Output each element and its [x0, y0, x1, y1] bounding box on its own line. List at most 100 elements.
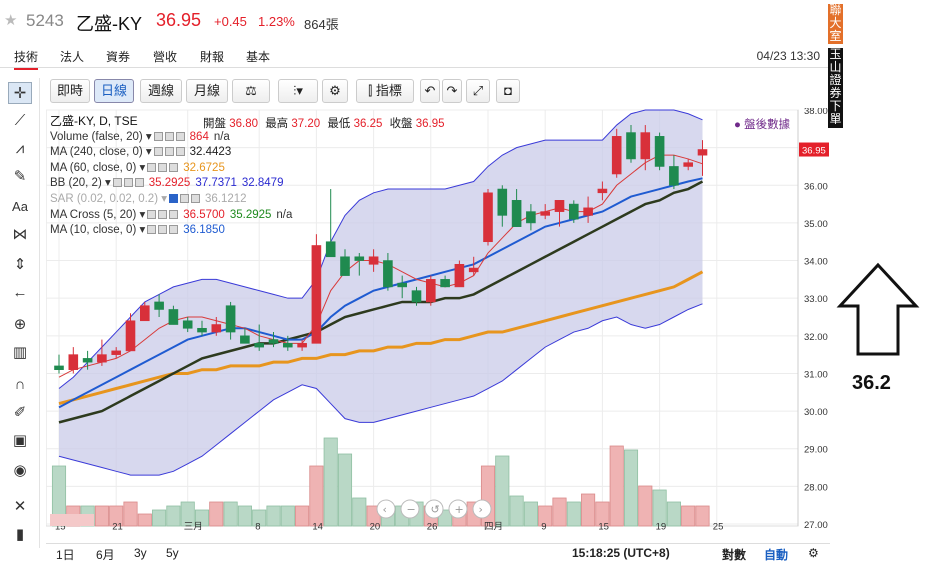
text-tool-icon[interactable]: Aa — [12, 199, 28, 214]
legend-row[interactable]: BB (20, 2) ▾ 35.2925 37.7371 32.8479 — [50, 176, 292, 192]
tab-revenue[interactable]: 營收 — [153, 50, 178, 64]
annotation-arrow-icon — [836, 262, 920, 356]
tab-basic[interactable]: 基本 — [246, 50, 271, 64]
measure-icon[interactable]: ⇕ — [13, 256, 27, 273]
legend-row-control-icon[interactable] — [164, 147, 174, 157]
legend-row-control-icon[interactable] — [169, 209, 179, 219]
volume-bar — [623, 449, 639, 527]
tools-icon[interactable]: ✕ — [13, 498, 27, 515]
legend-row-control-icon[interactable] — [147, 209, 157, 219]
legend-row-control-icon[interactable] — [180, 193, 189, 203]
range-6m[interactable]: 6月 — [96, 548, 115, 562]
candle-body — [626, 132, 636, 160]
legend-row-control-icon[interactable] — [175, 131, 185, 141]
candle-body — [225, 305, 236, 333]
trash-icon[interactable]: ▮ — [15, 526, 25, 543]
zoom-icon[interactable]: ⊕ — [13, 316, 27, 333]
legend-row-control-icon[interactable] — [175, 147, 185, 157]
auto-scale-toggle[interactable]: 自動 — [764, 548, 789, 562]
legend-row-control-icon[interactable] — [147, 162, 157, 172]
range-5y[interactable]: 5y — [166, 546, 179, 560]
price-tick-label: 32.00 — [804, 332, 828, 343]
candle-body — [425, 279, 436, 303]
legend-row-label: MA (240, close, 0) ▾ — [50, 146, 152, 159]
volume-bar — [166, 505, 181, 527]
ruler-icon[interactable]: ▥ — [12, 344, 28, 361]
tab-margin[interactable]: 資券 — [106, 50, 131, 64]
settings-gear-icon[interactable]: ⚙ — [322, 79, 348, 103]
camera-icon[interactable]: ◘ — [496, 79, 520, 103]
fullscreen-icon[interactable]: ⤢ — [466, 79, 490, 103]
candle-body — [554, 200, 565, 212]
tab-financials[interactable]: 財報 — [200, 50, 225, 64]
date-tick-label: 四月 — [484, 522, 503, 531]
legend-row-control-icon[interactable] — [123, 178, 133, 188]
realtime-button[interactable]: 即時 — [50, 79, 90, 103]
chart-nav-button[interactable] — [448, 499, 468, 519]
date-tick-label: 26 — [427, 522, 438, 531]
volume-bar — [123, 501, 138, 527]
redo-icon[interactable]: ↷ — [442, 79, 462, 103]
favorite-star-icon[interactable]: ★ — [4, 12, 18, 29]
scale-settings-icon[interactable]: ⚙ — [808, 546, 819, 560]
candle-body — [526, 211, 536, 224]
chart-nav-button[interactable] — [376, 499, 396, 519]
pencil-lock-icon[interactable]: ✐ — [13, 404, 27, 421]
legend-row-control-icon[interactable] — [191, 193, 200, 203]
tab-institutional[interactable]: 法人 — [60, 50, 85, 64]
candle-body — [254, 343, 264, 348]
chart-canvas[interactable]: 27.00 28.00 29.00 30.00 31.00 32.00 33.00 34.00… — [45, 106, 830, 533]
undo-icon[interactable]: ↶ — [420, 79, 440, 103]
eye-icon[interactable]: ◉ — [13, 462, 27, 479]
promo-banner-top[interactable]: 聯大室 — [828, 3, 843, 44]
pitchfork-icon[interactable]: ⩘ — [15, 140, 25, 157]
legend-row-control-icon[interactable] — [153, 131, 163, 141]
candle-type-icon[interactable]: ⫶▾ — [278, 79, 318, 103]
range-3y[interactable]: 3y — [134, 546, 147, 560]
price-chart[interactable]: 27.00 28.00 29.00 30.00 31.00 32.00 33.00 34.00… — [45, 106, 830, 533]
last-price-label: 36.95 — [802, 146, 826, 157]
broker-order-banner[interactable]: 玉山證券下單 — [828, 47, 843, 128]
legend-row-control-icon[interactable] — [169, 193, 178, 203]
legend-row[interactable]: MA (240, close, 0) ▾ 32.4423 — [50, 145, 292, 161]
legend-row[interactable]: MA (60, close, 0) ▾ 32.6725 — [50, 161, 292, 177]
chart-nav-button[interactable] — [400, 499, 420, 519]
legend-row-control-icon[interactable] — [169, 162, 179, 172]
legend-row[interactable]: SAR (0.02, 0.02, 0.2) ▾ 36.1212 — [50, 192, 292, 208]
lock-icon[interactable]: ▣ — [12, 432, 28, 449]
candle-body — [54, 365, 64, 370]
legend-row-control-icon[interactable] — [158, 209, 168, 219]
indicators-button[interactable]: ⫿ 指標 — [356, 79, 414, 103]
range-1d[interactable]: 1日 — [56, 548, 75, 562]
trendline-icon[interactable]: ⟋ — [14, 112, 26, 129]
monthly-button[interactable]: 月線 — [186, 79, 228, 103]
compare-scale-icon[interactable]: ⚖ — [232, 79, 270, 103]
weekly-button[interactable]: 週線 — [140, 79, 182, 103]
date-tick-label: 20 — [370, 522, 381, 531]
legend-row-control-icon[interactable] — [112, 178, 122, 188]
arrow-left-icon[interactable]: ← — [12, 284, 28, 301]
tab-technical[interactable]: 技術 — [14, 48, 39, 70]
legend-row-control-icon[interactable] — [158, 225, 168, 235]
crosshair-icon[interactable]: ✛ — [8, 82, 32, 104]
legend-row-control-icon[interactable] — [158, 162, 168, 172]
legend-row[interactable]: MA (10, close, 0) ▾ 36.1850 — [50, 223, 292, 239]
legend-row-control-icon[interactable] — [134, 178, 144, 188]
pattern-icon[interactable]: ⋈ — [12, 226, 28, 243]
chart-nav-button[interactable] — [424, 499, 444, 519]
legend-row[interactable]: Volume (false, 20) ▾ 864 n/a — [50, 130, 292, 146]
volume-bar — [94, 505, 109, 527]
legend-row[interactable]: MA Cross (5, 20) ▾ 36.5700 35.2925 n/a — [50, 208, 292, 224]
legend-row-control-icon[interactable] — [147, 225, 157, 235]
volume-bar — [209, 501, 224, 527]
price-tick-label: 33.00 — [804, 294, 828, 305]
chart-nav-button[interactable] — [472, 499, 492, 519]
brush-icon[interactable]: ✎ — [13, 168, 27, 185]
legend-row-control-icon[interactable] — [169, 225, 179, 235]
legend-row-control-icon[interactable] — [153, 147, 163, 157]
magnet-icon[interactable]: ∩ — [14, 376, 26, 393]
log-scale-toggle[interactable]: 對數 — [722, 548, 747, 562]
daily-button[interactable]: 日線 — [94, 79, 134, 103]
legend-row-control-icon[interactable] — [164, 131, 174, 141]
after-hours-link[interactable]: ● 盤後數據 — [734, 119, 791, 131]
